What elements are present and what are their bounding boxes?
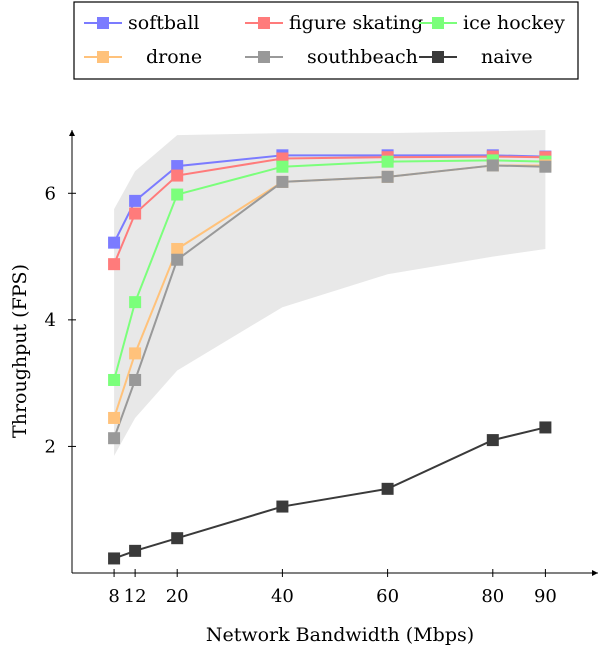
data-point-figure-skating <box>129 207 142 220</box>
x-tick-label: 12 <box>124 586 147 607</box>
data-point-ice-hockey <box>276 160 289 173</box>
legend-marker-figure-skating <box>258 17 270 29</box>
data-point-ice-hockey <box>108 373 121 386</box>
y-tick-label: 6 <box>45 183 56 204</box>
legend: softball figure skating ice hockey drone sou… <box>84 12 565 68</box>
legend-label-drone: drone <box>146 46 202 68</box>
x-ticks: 8 12 20 40 60 80 90 <box>108 569 557 607</box>
data-point-naive <box>276 500 289 513</box>
legend-marker-softball <box>97 17 109 29</box>
data-point-naive <box>108 552 121 565</box>
data-point-southbeach <box>108 432 121 445</box>
data-point-softball <box>129 194 142 207</box>
legend-marker-southbeach <box>258 51 270 63</box>
x-tick-label: 40 <box>271 586 294 607</box>
x-tick-label: 60 <box>376 586 399 607</box>
data-point-drone <box>171 242 184 255</box>
data-point-figure-skating <box>108 258 121 271</box>
y-tick-label: 2 <box>45 436 56 457</box>
x-axis-label: Network Bandwidth (Mbps) <box>206 624 474 646</box>
data-point-southbeach <box>276 175 289 188</box>
legend-marker-ice-hockey <box>432 17 444 29</box>
legend-marker-drone <box>97 51 109 63</box>
data-point-softball <box>108 236 121 249</box>
data-point-southbeach <box>381 170 394 183</box>
data-point-ice-hockey <box>381 155 394 168</box>
data-point-figure-skating <box>171 169 184 182</box>
data-point-naive <box>539 421 552 434</box>
data-point-naive <box>171 532 184 545</box>
data-point-ice-hockey <box>129 296 142 309</box>
band-area <box>114 130 546 456</box>
data-point-naive <box>129 544 142 557</box>
series-markers <box>108 149 552 565</box>
legend-box <box>73 1 579 80</box>
data-point-southbeach <box>539 160 552 173</box>
legend-label-naive: naive <box>481 46 533 68</box>
legend-label-figure-skating: figure skating <box>289 12 423 34</box>
legend-label-ice-hockey: ice hockey <box>463 12 565 34</box>
x-tick-label: 20 <box>166 586 189 607</box>
data-point-southbeach <box>486 159 499 172</box>
data-point-naive <box>381 482 394 495</box>
y-axis-label: Throughput (FPS) <box>9 264 31 438</box>
y-ticks: 2 4 6 <box>45 183 76 457</box>
data-point-naive <box>486 434 499 447</box>
x-tick-label: 80 <box>481 586 504 607</box>
data-point-southbeach <box>129 373 142 386</box>
legend-marker-naive <box>432 51 444 63</box>
legend-label-softball: softball <box>128 12 200 34</box>
data-point-drone <box>108 411 121 424</box>
x-tick-label: 8 <box>108 586 119 607</box>
y-tick-label: 4 <box>45 310 56 331</box>
data-point-ice-hockey <box>171 188 184 201</box>
legend-label-southbeach: southbeach <box>307 46 418 68</box>
x-axis-arrow <box>592 570 598 576</box>
data-point-southbeach <box>171 253 184 266</box>
x-tick-label: 90 <box>534 586 557 607</box>
data-point-softball <box>171 160 184 173</box>
data-point-drone <box>129 347 142 360</box>
y-axis-arrow <box>69 130 75 136</box>
